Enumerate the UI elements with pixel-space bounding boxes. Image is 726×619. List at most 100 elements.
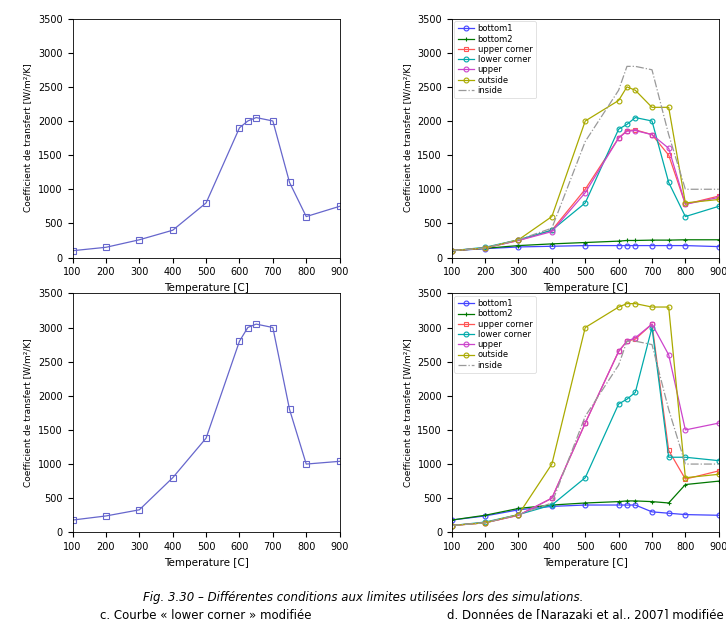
bottom1: [714, 243, 723, 250]
Line: lower corner: lower corner: [449, 115, 721, 253]
upper: [547, 495, 556, 502]
upper corner: [664, 447, 673, 454]
bottom2: [581, 239, 590, 246]
bottom1: [547, 503, 556, 510]
upper corner: [547, 227, 556, 234]
Legend: bottom1, bottom2, upper corner, lower corner, upper, outside, inside: bottom1, bottom2, upper corner, lower co…: [454, 21, 536, 98]
Line: upper corner: upper corner: [449, 322, 721, 528]
bottom2: [631, 236, 640, 244]
bottom1: [481, 245, 489, 253]
inside: [447, 522, 456, 529]
Line: bottom2: bottom2: [449, 478, 721, 522]
upper: [664, 351, 673, 358]
Line: bottom2: bottom2: [449, 237, 721, 253]
bottom1: [664, 509, 673, 517]
upper: [581, 189, 590, 196]
bottom1: [614, 501, 623, 509]
bottom2: [447, 516, 456, 524]
inside: [547, 500, 556, 507]
lower corner: [581, 474, 590, 482]
Legend: bottom1, bottom2, upper corner, lower corner, upper, outside, inside: bottom1, bottom2, upper corner, lower co…: [454, 296, 536, 373]
Y-axis label: Coefficient de transfert [W/m²/K]: Coefficient de transfert [W/m²/K]: [403, 64, 412, 212]
outside: [623, 83, 632, 90]
inside: [664, 131, 673, 139]
Text: a. Courbe « lower corner » initiale: a. Courbe « lower corner » initiale: [105, 334, 306, 347]
lower corner: [481, 518, 489, 526]
upper: [681, 201, 690, 208]
Line: bottom1: bottom1: [449, 503, 721, 522]
upper corner: [648, 131, 656, 139]
Line: upper: upper: [449, 128, 721, 253]
inside: [547, 225, 556, 232]
bottom2: [447, 247, 456, 254]
Text: d. Données de [Narazaki et al., 2007] modifiée: d. Données de [Narazaki et al., 2007] mo…: [447, 609, 724, 619]
X-axis label: Temperature [C]: Temperature [C]: [163, 558, 248, 568]
lower corner: [631, 114, 640, 121]
upper: [481, 519, 489, 527]
upper corner: [664, 152, 673, 159]
inside: [681, 461, 690, 468]
lower corner: [664, 179, 673, 186]
inside: [514, 236, 523, 243]
upper corner: [648, 321, 656, 328]
Line: bottom1: bottom1: [449, 243, 721, 253]
upper: [681, 426, 690, 434]
lower corner: [514, 511, 523, 518]
lower corner: [648, 117, 656, 124]
outside: [481, 519, 489, 527]
Text: Fig. 3.30 – Différentes conditions aux limites utilisées lors des simulations.: Fig. 3.30 – Différentes conditions aux l…: [143, 591, 583, 604]
bottom1: [614, 242, 623, 249]
Line: lower corner: lower corner: [449, 325, 721, 528]
bottom2: [681, 236, 690, 243]
bottom2: [547, 501, 556, 509]
lower corner: [614, 126, 623, 133]
bottom2: [481, 511, 489, 519]
outside: [614, 97, 623, 104]
outside: [447, 522, 456, 529]
inside: [447, 247, 456, 254]
upper corner: [614, 134, 623, 142]
inside: [614, 87, 623, 94]
outside: [664, 303, 673, 311]
upper corner: [447, 522, 456, 529]
inside: [648, 66, 656, 74]
bottom1: [481, 513, 489, 520]
lower corner: [714, 457, 723, 464]
outside: [547, 461, 556, 468]
bottom1: [581, 501, 590, 509]
bottom2: [614, 498, 623, 505]
Y-axis label: Coefficient de transfert [W/m²/K]: Coefficient de transfert [W/m²/K]: [23, 339, 33, 487]
inside: [581, 412, 590, 420]
upper: [631, 127, 640, 134]
bottom1: [514, 243, 523, 251]
inside: [664, 405, 673, 413]
upper corner: [614, 348, 623, 355]
outside: [514, 511, 523, 518]
upper corner: [623, 127, 632, 134]
upper corner: [714, 467, 723, 475]
bottom1: [447, 516, 456, 524]
bottom1: [631, 242, 640, 249]
upper corner: [631, 335, 640, 343]
outside: [623, 300, 632, 307]
outside: [547, 213, 556, 220]
bottom2: [648, 498, 656, 505]
Line: outside: outside: [449, 301, 721, 528]
outside: [447, 247, 456, 254]
inside: [481, 519, 489, 527]
X-axis label: Temperature [C]: Temperature [C]: [163, 283, 248, 293]
outside: [514, 236, 523, 243]
bottom2: [648, 236, 656, 244]
lower corner: [614, 400, 623, 408]
upper corner: [714, 193, 723, 200]
inside: [481, 245, 489, 252]
bottom2: [664, 500, 673, 507]
lower corner: [648, 324, 656, 331]
inside: [631, 337, 640, 345]
inside: [623, 337, 632, 345]
upper: [481, 245, 489, 252]
inside: [614, 361, 623, 369]
bottom1: [714, 511, 723, 519]
lower corner: [681, 213, 690, 220]
upper corner: [681, 475, 690, 483]
